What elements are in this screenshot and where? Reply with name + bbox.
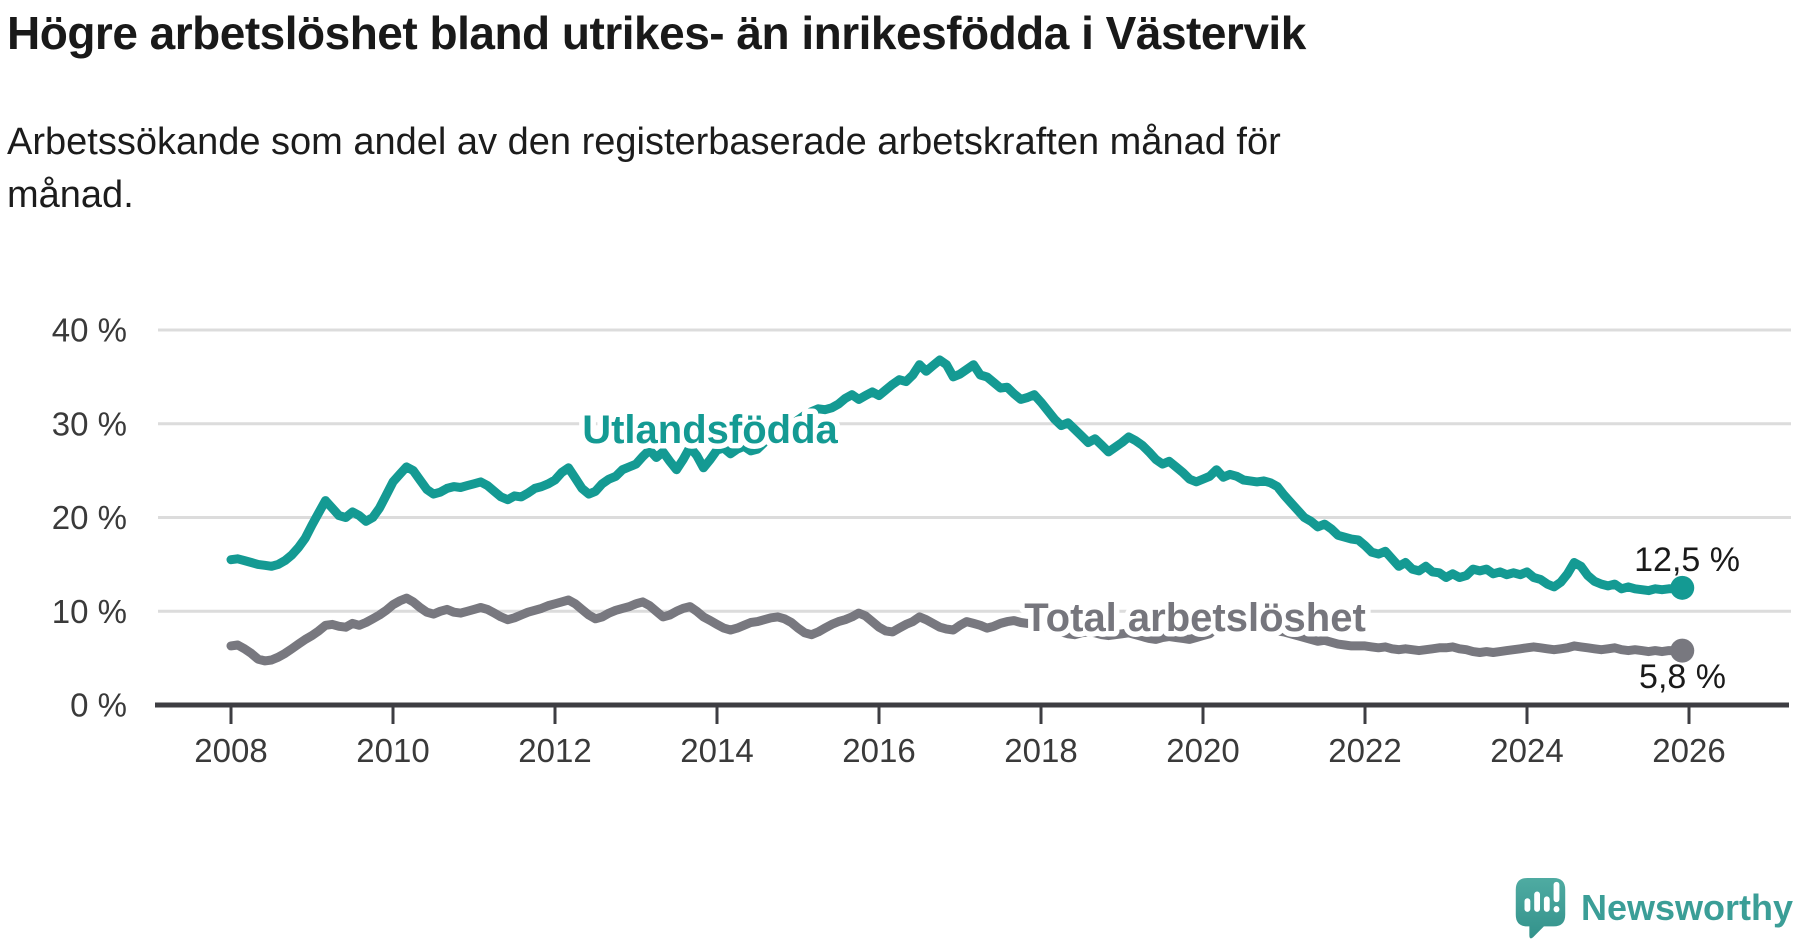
newsworthy-speech-bubble-bar-chart-icon [1515, 877, 1566, 939]
y-tick-label: 20 % [52, 499, 127, 536]
end-value-annotation: 5,8 % [1639, 658, 1726, 696]
x-tick-label: 2020 [1166, 732, 1239, 769]
subtitle-line-2: månad. [7, 174, 134, 217]
y-tick-label: 0 % [70, 687, 127, 724]
x-tick-label: 2012 [518, 732, 591, 769]
x-tick-label: 2024 [1490, 732, 1563, 769]
chart-subtitle: Arbetssökande som andel av den registerb… [7, 116, 1281, 222]
x-tick-label: 2008 [194, 732, 267, 769]
series-line-utlandsfodda [226, 355, 1687, 596]
series-label-utlandsfodda: Utlandsfödda [582, 408, 838, 452]
x-tick-label: 2022 [1328, 732, 1401, 769]
x-tick-label: 2026 [1652, 732, 1725, 769]
newsworthy-logo: Newsworthy [1513, 876, 1793, 940]
y-tick-label: 40 % [52, 312, 127, 349]
end-value-annotation: 12,5 % [1634, 541, 1740, 579]
newsworthy-logo-text: Newsworthy [1580, 887, 1793, 928]
page-title: Högre arbetslöshet bland utrikes- än inr… [7, 7, 1306, 59]
series-end-dot [1670, 638, 1695, 663]
y-tick-label: 10 % [52, 593, 127, 630]
series-end-dot [1670, 575, 1695, 600]
x-tick-label: 2018 [1004, 732, 1077, 769]
subtitle-line-1: Arbetssökande som andel av den registerb… [7, 121, 1281, 163]
x-tick-label: 2014 [680, 732, 753, 769]
series-label-total-arbetsloshet: Total arbetslöshet [1024, 596, 1366, 640]
series-line-total-arbetsloshet [226, 593, 1687, 666]
y-tick-label: 30 % [52, 405, 127, 442]
x-tick-label: 2016 [842, 732, 915, 769]
x-tick-label: 2010 [356, 732, 429, 769]
